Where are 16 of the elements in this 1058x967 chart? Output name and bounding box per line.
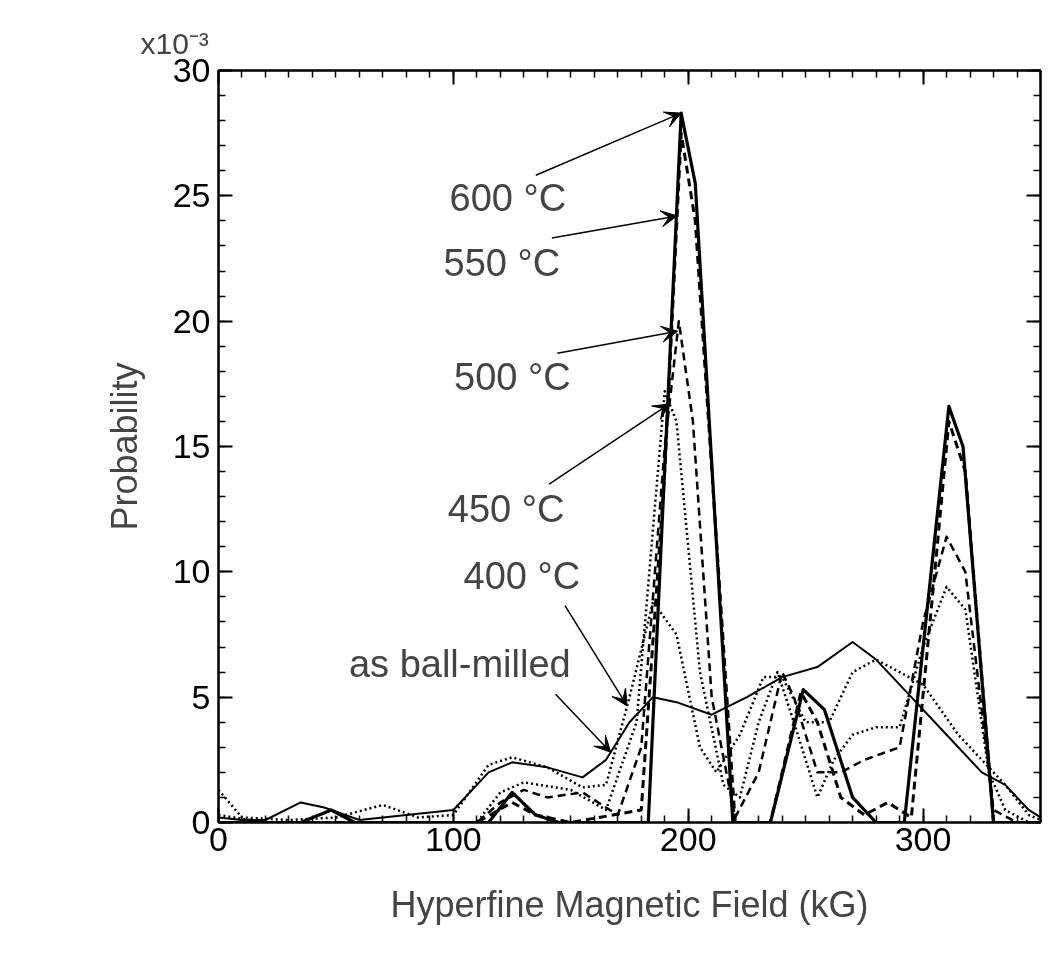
y-tick-label: 20 xyxy=(172,301,211,340)
y-axis-title: Probability xyxy=(103,362,145,531)
y-tick-label: 25 xyxy=(172,176,211,215)
annotation: 600 °C xyxy=(449,177,567,220)
annotation: 500 °C xyxy=(454,356,571,399)
annotation: 550 °C xyxy=(443,241,561,284)
x-tick-label: 200 xyxy=(659,819,717,858)
annotation: 450 °C xyxy=(447,487,565,530)
x-tick-label: 300 xyxy=(894,819,952,858)
y-tick-label: 15 xyxy=(172,427,211,465)
y-tick-label: 10 xyxy=(172,552,211,591)
annotation: 400 °C xyxy=(463,554,581,597)
y-tick-label: 5 xyxy=(191,677,211,716)
x-tick-label: 100 xyxy=(424,819,482,858)
x-axis-title: Hyperfine Magnetic Field (kG) xyxy=(390,883,869,925)
annotation: as ball-milled xyxy=(348,643,571,686)
